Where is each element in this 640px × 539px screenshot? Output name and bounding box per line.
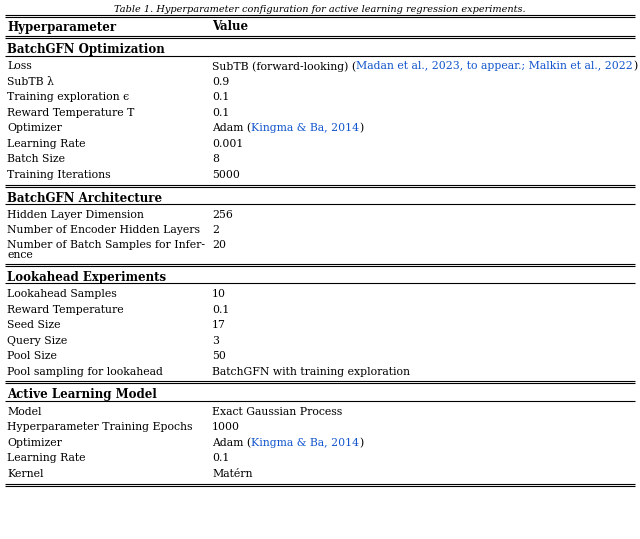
- Text: 5000: 5000: [212, 170, 240, 180]
- Text: Active Learning Model: Active Learning Model: [7, 389, 157, 402]
- Text: SubTB λ: SubTB λ: [7, 77, 54, 87]
- Text: ): ): [359, 438, 364, 448]
- Text: 0.1: 0.1: [212, 92, 229, 102]
- Text: BatchGFN Architecture: BatchGFN Architecture: [7, 192, 162, 205]
- Text: Table 1. Hyperparameter configuration for active learning regression experiments: Table 1. Hyperparameter configuration fo…: [114, 5, 526, 14]
- Text: Seed Size: Seed Size: [7, 320, 61, 330]
- Text: 20: 20: [212, 240, 226, 250]
- Text: 0.9: 0.9: [212, 77, 229, 87]
- Text: Kernel: Kernel: [7, 469, 44, 479]
- Text: Number of Encoder Hidden Layers: Number of Encoder Hidden Layers: [7, 225, 200, 236]
- Text: 0.001: 0.001: [212, 139, 243, 149]
- Text: Training Iterations: Training Iterations: [7, 170, 111, 180]
- Text: 10: 10: [212, 289, 226, 299]
- Text: Madan et al., 2023, to appear.; Malkin et al., 2022: Madan et al., 2023, to appear.; Malkin e…: [356, 61, 633, 71]
- Text: SubTB (forward-looking) (: SubTB (forward-looking) (: [212, 61, 356, 72]
- Text: Exact Gaussian Process: Exact Gaussian Process: [212, 407, 342, 417]
- Text: 0.1: 0.1: [212, 108, 229, 118]
- Text: Hidden Layer Dimension: Hidden Layer Dimension: [7, 210, 144, 220]
- Text: Learning Rate: Learning Rate: [7, 453, 86, 464]
- Text: BatchGFN Optimization: BatchGFN Optimization: [7, 43, 164, 56]
- Text: Lookahead Samples: Lookahead Samples: [7, 289, 116, 299]
- Text: 0.1: 0.1: [212, 453, 229, 464]
- Text: Hyperparameter: Hyperparameter: [7, 20, 116, 33]
- Text: Pool sampling for lookahead: Pool sampling for lookahead: [7, 367, 163, 377]
- Text: 1000: 1000: [212, 422, 240, 432]
- Text: Learning Rate: Learning Rate: [7, 139, 86, 149]
- Text: 8: 8: [212, 155, 219, 164]
- Text: Number of Batch Samples for Infer-: Number of Batch Samples for Infer-: [7, 240, 205, 250]
- Text: Optimizer: Optimizer: [7, 438, 62, 448]
- Text: 17: 17: [212, 320, 226, 330]
- Text: Batch Size: Batch Size: [7, 155, 65, 164]
- Text: ): ): [359, 123, 364, 134]
- Text: Value: Value: [212, 20, 248, 33]
- Text: 0.1: 0.1: [212, 305, 229, 315]
- Text: Hyperparameter Training Epochs: Hyperparameter Training Epochs: [7, 422, 193, 432]
- Text: 3: 3: [212, 336, 219, 345]
- Text: ence: ence: [7, 250, 33, 260]
- Text: 50: 50: [212, 351, 226, 361]
- Text: Model: Model: [7, 407, 42, 417]
- Text: 2: 2: [212, 225, 219, 236]
- Text: 256: 256: [212, 210, 233, 220]
- Text: Training exploration ϵ: Training exploration ϵ: [7, 92, 129, 102]
- Text: Lookahead Experiments: Lookahead Experiments: [7, 271, 166, 284]
- Text: Reward Temperature: Reward Temperature: [7, 305, 124, 315]
- Text: Kingma & Ba, 2014: Kingma & Ba, 2014: [252, 438, 359, 448]
- Text: Adam (: Adam (: [212, 123, 252, 134]
- Text: Optimizer: Optimizer: [7, 123, 62, 133]
- Text: Query Size: Query Size: [7, 336, 67, 345]
- Text: Reward Temperature T: Reward Temperature T: [7, 108, 134, 118]
- Text: ): ): [633, 61, 637, 72]
- Text: Pool Size: Pool Size: [7, 351, 57, 361]
- Text: Matérn: Matérn: [212, 469, 253, 479]
- Text: Kingma & Ba, 2014: Kingma & Ba, 2014: [252, 123, 359, 133]
- Text: BatchGFN with training exploration: BatchGFN with training exploration: [212, 367, 410, 377]
- Text: Adam (: Adam (: [212, 438, 252, 448]
- Text: Loss: Loss: [7, 61, 32, 71]
